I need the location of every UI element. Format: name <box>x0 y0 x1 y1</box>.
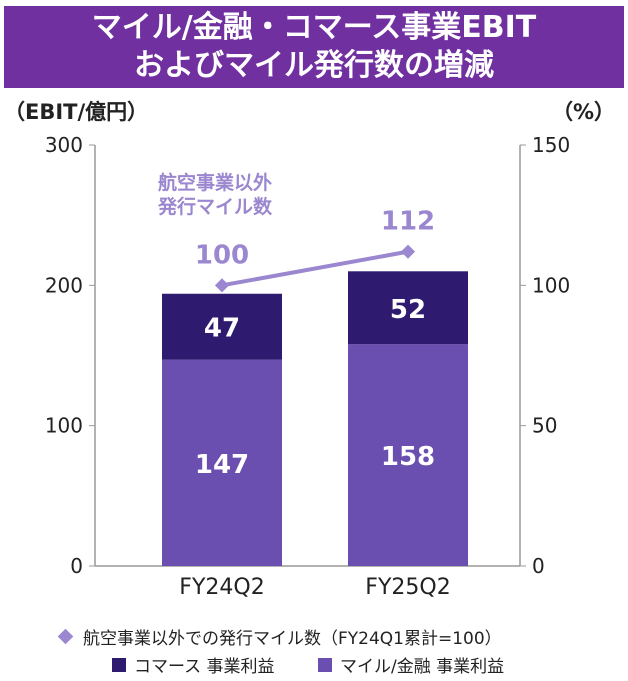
legend-swatch-mile <box>318 657 332 672</box>
bar-value-label: 47 <box>204 314 240 344</box>
right-axis-unit: （%） <box>552 100 616 124</box>
legend-label-mile: マイル/金融 事業利益 <box>340 657 505 677</box>
legend-swatch-commerce <box>112 657 126 672</box>
legend-item-line: 航空事業以外での発行マイル数（FY24Q1累計=100） <box>57 624 502 649</box>
line-series <box>221 249 409 288</box>
left-tick-label: 300 <box>45 133 83 157</box>
legend-item-commerce: コマース 事業利益 <box>112 652 275 677</box>
diamond-marker-icon <box>57 628 74 645</box>
line-point-marker <box>214 278 230 293</box>
left-tick-label: 100 <box>45 414 83 438</box>
right-tick-label: 100 <box>532 273 570 297</box>
legend-label-commerce: コマース 事業利益 <box>134 657 275 677</box>
bar-segment <box>162 293 282 360</box>
annotation-text: 発行マイル数 <box>157 195 273 218</box>
right-tick-label: 0 <box>532 554 545 578</box>
bar-value-label: 52 <box>390 295 426 325</box>
line-value-label: 100 <box>195 240 249 270</box>
bar-value-label: 158 <box>381 442 435 472</box>
legend-label-line: 航空事業以外での発行マイル数（FY24Q1累計=100） <box>83 629 502 649</box>
bar-segment <box>348 344 468 566</box>
right-tick-label: 50 <box>532 414 557 438</box>
annotation-text: 航空事業以外 <box>158 171 272 194</box>
right-tick-label: 150 <box>532 133 570 157</box>
left-axis-unit: （EBIT/億円） <box>4 100 149 124</box>
category-label: FY24Q2 <box>179 575 264 600</box>
title-line-2: およびマイル発行数の増減 <box>134 48 494 83</box>
category-label: FY25Q2 <box>365 575 450 600</box>
legend-item-mile: マイル/金融 事業利益 <box>318 652 504 677</box>
line-point-marker <box>400 244 416 259</box>
line-value-label: 112 <box>381 207 435 237</box>
bar-segment <box>348 271 468 345</box>
bar-segment <box>162 359 282 566</box>
chart-title: マイル/金融・コマース事業EBIT およびマイル発行数の増減 <box>4 6 624 88</box>
left-tick-label: 200 <box>45 273 83 297</box>
left-tick-label: 0 <box>70 554 83 578</box>
bar-value-label: 147 <box>195 450 249 480</box>
title-line-1: マイル/金融・コマース事業EBIT <box>91 10 537 45</box>
